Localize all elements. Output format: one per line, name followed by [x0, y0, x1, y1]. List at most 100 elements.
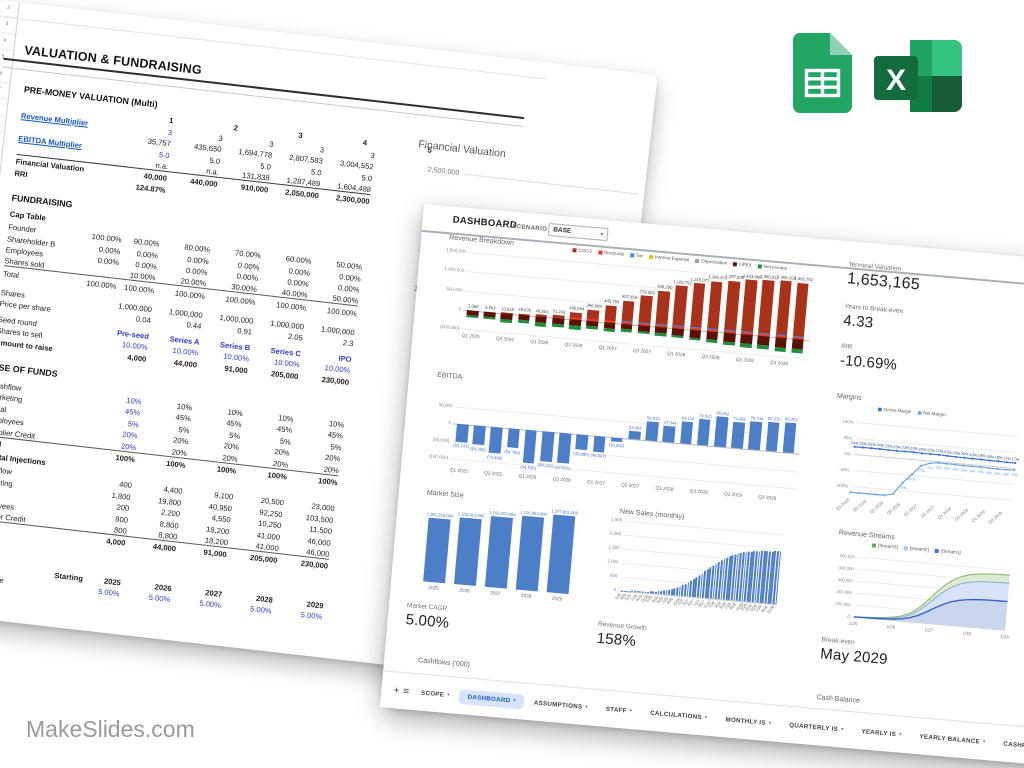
- sheet-tab-assumptions[interactable]: ASSUMPTIONS ▾: [533, 698, 589, 711]
- market-size-chart: Market Size 1,051,250,000 2025 1,103,813,0…: [407, 486, 592, 615]
- sheet-tab-calculations[interactable]: CALCULATIONS ▾: [649, 709, 708, 721]
- legend-item: Net Margin: [917, 410, 946, 417]
- bar-segment-net-income: [774, 346, 786, 352]
- svg-text:400,000: 400,000: [839, 565, 855, 571]
- svg-text:24%: 24%: [859, 441, 868, 447]
- sheet-tab-quarterly-is[interactable]: QUARTERLY IS ▾: [788, 721, 844, 733]
- svg-text:23%: 23%: [910, 445, 919, 451]
- sheet-tab-bar: + ≡ SCOPE ▾ DASHBOARD ▾ ASSUMPTIONS ▾ STAFF ▾ CA…: [379, 670, 1024, 768]
- bar-segment-cogs: [655, 290, 670, 328]
- axis-category-label: Q3 2028: [701, 353, 720, 361]
- svg-text:500,000: 500,000: [840, 553, 856, 559]
- svg-text:19%: 19%: [969, 452, 978, 458]
- axis-tick-label: 1,000: [607, 558, 619, 565]
- axis-category-label: Q3 2027: [621, 482, 640, 489]
- chart-plot: 100%50%0%-50%-100%24% 24% 24% 24% 23% 23% 23% 2…: [835, 419, 1020, 525]
- market-size-bar: [546, 514, 576, 595]
- legend-label: Gross Margin: [883, 406, 912, 415]
- axis-category-label: Q3 2027: [632, 347, 652, 355]
- svg-text:21%: 21%: [944, 449, 953, 455]
- brand-icons: X: [793, 33, 966, 116]
- svg-text:19%: 19%: [978, 453, 987, 459]
- svg-text:Q1 2025: Q1 2025: [835, 497, 851, 512]
- bar-segment-cogs: [723, 280, 740, 334]
- svg-text:-47%: -47%: [907, 476, 917, 482]
- bar-segment-net-income: [483, 316, 496, 321]
- chart-legend: Gross Margin Net Margin: [877, 406, 946, 417]
- axis-category-label: 2025: [428, 584, 440, 591]
- legend-label: [stream2]: [909, 545, 930, 553]
- kpi-years-to-break-even: Years to Break-even 4.33: [843, 303, 1024, 347]
- axis-category-label: Q3 2029: [769, 359, 789, 367]
- axis-category-label: 2026: [459, 587, 470, 594]
- chevron-down-icon: ▾: [600, 231, 604, 238]
- dashboard-title: DASHBOARD: [452, 214, 518, 232]
- ebitda-bar: [782, 422, 797, 454]
- bar-segment-net-income: [722, 341, 735, 346]
- axis-category-label: 2028: [520, 592, 532, 599]
- axis-category-label: Q1 2026: [530, 338, 549, 346]
- sheet-tab-yearly-is[interactable]: YEARLY IS ▾: [861, 727, 902, 738]
- svg-text:-17%: -17%: [916, 467, 926, 473]
- bar-segment-net-income: [688, 337, 701, 341]
- ebitda-bar: [610, 437, 623, 442]
- svg-text:Q3 2027: Q3 2027: [920, 504, 936, 519]
- svg-text:24%: 24%: [876, 442, 885, 448]
- legend-label: [Stream1]: [940, 548, 961, 556]
- row-number: 7: [0, 81, 10, 100]
- ebitda-bar: [472, 425, 486, 446]
- bar-segment-cogs: [741, 279, 758, 336]
- legend-label: [Stream3]: [877, 542, 899, 550]
- svg-text:1/25: 1/25: [849, 621, 859, 627]
- bar-segment-net-income: [620, 328, 633, 333]
- chart-title: Margins: [836, 392, 862, 402]
- axis-category-label: Q3 2026: [552, 476, 571, 483]
- axis-category-label: Q3 2025: [483, 470, 503, 477]
- svg-text:-6%: -6%: [994, 471, 1002, 477]
- sheet-tab-staff[interactable]: STAFF ▾: [605, 705, 633, 715]
- bar-segment-cogs: [775, 280, 792, 339]
- svg-text:24%: 24%: [851, 440, 860, 446]
- bar-segment-cogs: [758, 279, 775, 337]
- sheet-tab-monthly-is[interactable]: MONTHLY IS ▾: [725, 715, 772, 727]
- svg-text:-5%: -5%: [977, 469, 985, 475]
- legend-swatch: [934, 548, 939, 553]
- axis-tick-label: (100,000): [428, 453, 449, 461]
- row-number: 9: [0, 113, 6, 133]
- all-sheets-menu-button[interactable]: ≡: [402, 685, 410, 698]
- svg-text:Q3 2026: Q3 2026: [886, 501, 902, 516]
- axis-tick-label: 1,000,000: [444, 266, 465, 274]
- add-sheet-button[interactable]: +: [393, 684, 400, 697]
- axis-category-label: Q3 2028: [689, 488, 708, 495]
- bar-segment-net-income: [791, 348, 804, 354]
- new-sales-chart: New Sales (monthly) 2,500 2,000 1,500 1,000…: [599, 507, 808, 636]
- revenue-breakdown-chart: Revenue Breakdown COGS Discounts Tax Intere…: [435, 232, 818, 382]
- row-number: 8: [0, 97, 8, 117]
- axis-category-label: Q1 2027: [586, 479, 606, 486]
- legend-item: Gross Margin: [877, 406, 912, 415]
- bar-segment-cogs: [689, 282, 706, 331]
- market-size-bar: [484, 516, 513, 589]
- axis-tick-label: 2,000: [609, 530, 622, 537]
- sheet-tab-scope[interactable]: SCOPE ▾: [420, 689, 450, 699]
- sheet-tab-cashflow[interactable]: CASHFLOW▾: [1003, 740, 1024, 751]
- svg-text:23%: 23%: [893, 444, 902, 450]
- bar-value-label: (87,021): [554, 464, 571, 471]
- ebitda-bar: [628, 430, 641, 440]
- svg-text:17%: 17%: [1003, 456, 1012, 462]
- bar-segment-net-income: [757, 344, 769, 350]
- bar-segment-net-income: [568, 325, 581, 330]
- valuation-table: PRE-MONEY VALUATION (Multi) 1 2 3 4 5 Revenue …: [0, 77, 432, 622]
- svg-text:-5%: -5%: [1010, 472, 1018, 478]
- bar-segment-net-income: [466, 314, 478, 319]
- revenue-streams-chart: Revenue Streams [Stream3] [stream2] [Strea…: [822, 529, 1024, 652]
- axis-tick-label: 2,500,000: [427, 164, 460, 178]
- legend-swatch: [877, 406, 883, 412]
- svg-text:-4%: -4%: [951, 466, 959, 472]
- chart-plot: 1,500,000 1,000,000 500,000 0 (500,000) 1,069…: [435, 232, 818, 382]
- sheet-tab-yearly-balance[interactable]: YEARLY BALANCE ▾: [919, 732, 986, 745]
- svg-text:23%: 23%: [902, 445, 911, 451]
- ebitda-bar: [765, 422, 780, 452]
- sheet-tab-dashboard[interactable]: DASHBOARD ▾: [459, 688, 525, 710]
- scenario-dropdown[interactable]: BASE ▾: [547, 222, 609, 242]
